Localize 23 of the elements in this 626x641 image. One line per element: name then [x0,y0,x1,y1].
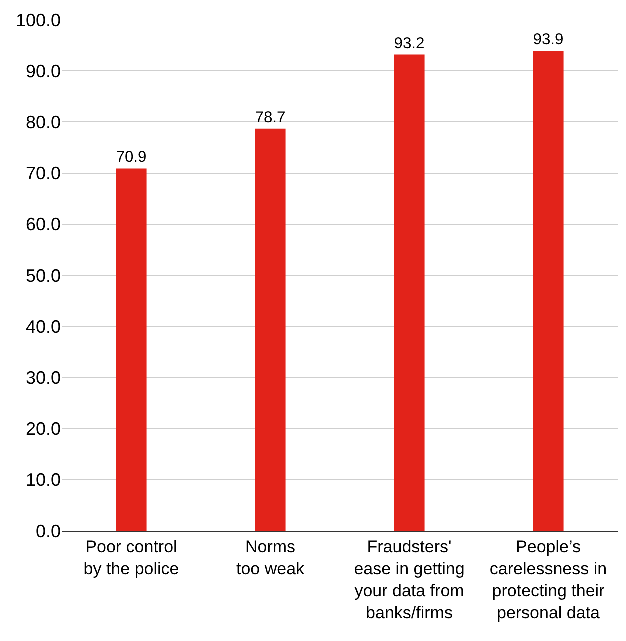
x-tick-label: Poor control by the police [84,537,180,578]
bar [394,54,425,531]
y-tick-label: 90.0 [26,61,61,82]
x-tick-label: Norms too weak [236,537,306,578]
y-tick-label: 10.0 [26,470,61,490]
y-tick-label: 80.0 [26,112,61,132]
data-label: 70.9 [116,149,147,166]
y-tick-label: 70.0 [26,164,61,184]
y-tick-label: 50.0 [26,266,61,286]
y-tick-label: 20.0 [26,419,61,440]
data-label: 93.9 [533,32,564,49]
y-tick-label: 100.0 [16,10,61,30]
y-tick-label: 30.0 [26,368,61,388]
bar [255,128,286,531]
data-label: 78.7 [255,109,286,126]
x-tick-label: People’s carelessness in protecting their personal data [490,537,608,623]
bar [116,168,147,531]
y-tick-label: 60.0 [26,214,61,235]
bar [533,51,564,531]
data-label: 93.2 [394,35,425,52]
x-tick-label: Fraudsters' ease in getting your data from banks/firms [354,537,465,623]
y-tick-label: 40.0 [26,316,61,337]
y-tick-label: 0.0 [36,521,61,542]
